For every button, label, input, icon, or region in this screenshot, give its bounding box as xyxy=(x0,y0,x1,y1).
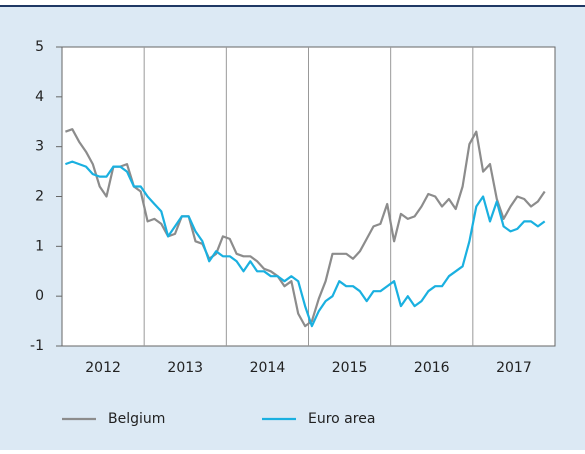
y-tick-label: 4 xyxy=(35,89,44,105)
series-line xyxy=(65,160,546,328)
x-tick-label: 2016 xyxy=(414,360,450,376)
x-tick-label: 2013 xyxy=(167,360,203,376)
y-tick-label: -1 xyxy=(30,338,44,354)
x-tick-label: 2012 xyxy=(85,360,121,376)
series-line xyxy=(65,128,546,328)
y-tick-label: 5 xyxy=(35,39,44,55)
x-tick-label: 2014 xyxy=(250,360,286,376)
y-tick-label: 1 xyxy=(35,238,44,254)
legend-label: Belgium xyxy=(108,411,165,427)
x-tick-label: 2017 xyxy=(496,360,532,376)
y-tick-label: 3 xyxy=(35,139,44,155)
y-tick-label: 2 xyxy=(35,189,44,205)
legend-label: Euro area xyxy=(308,411,375,427)
x-tick-label: 2015 xyxy=(332,360,368,376)
y-tick-label: 0 xyxy=(35,288,44,304)
top-rule xyxy=(0,5,585,7)
